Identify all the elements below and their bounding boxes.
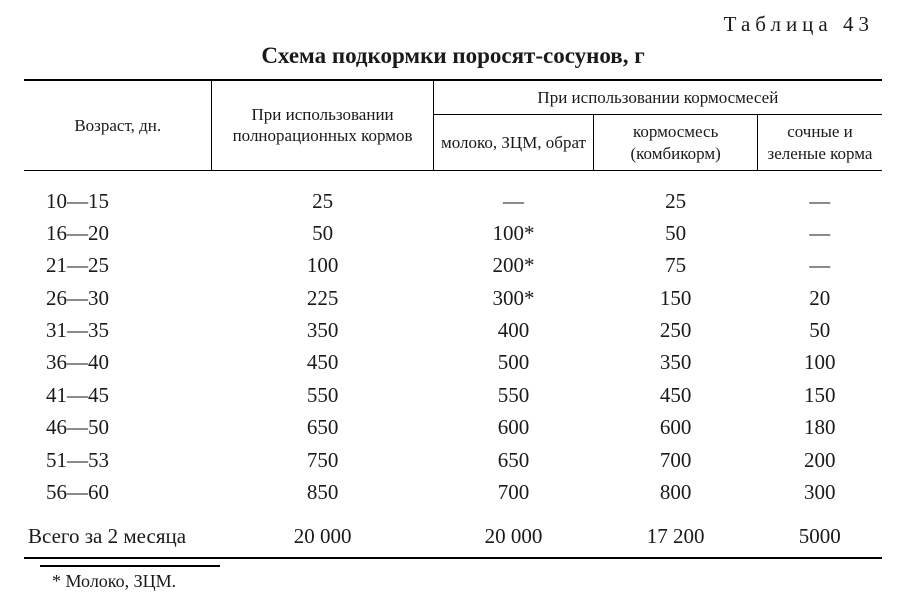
feeding-table: Возраст, дн. При использовании полнораци… (24, 79, 882, 559)
cell-full: 225 (212, 282, 433, 314)
table-row: 10—1525—25— (24, 170, 882, 217)
header-greens: сочные и зеленые корма (758, 115, 883, 171)
table-row: 31—3535040025050 (24, 314, 882, 346)
cell-age: 41—45 (24, 379, 212, 411)
cell-mix: 50 (594, 217, 758, 249)
cell-milk: 500 (433, 346, 594, 378)
cell-green: — (758, 249, 883, 281)
footnote-rule (40, 565, 220, 567)
cell-age: 51—53 (24, 444, 212, 476)
totals-milk: 20 000 (433, 508, 594, 557)
cell-age: 21—25 (24, 249, 212, 281)
cell-mix: 25 (594, 170, 758, 217)
totals-label: Всего за 2 месяца (24, 508, 212, 557)
table-row: 16—2050100*50— (24, 217, 882, 249)
cell-age: 56—60 (24, 476, 212, 508)
header-milk: молоко, ЗЦМ, обрат (433, 115, 594, 171)
totals-full: 20 000 (212, 508, 433, 557)
header-feedmix: кормосмесь (комбикорм) (594, 115, 758, 171)
cell-full: 100 (212, 249, 433, 281)
cell-full: 550 (212, 379, 433, 411)
cell-milk: 700 (433, 476, 594, 508)
cell-full: 25 (212, 170, 433, 217)
cell-full: 850 (212, 476, 433, 508)
cell-milk: 550 (433, 379, 594, 411)
table-row: 26—30225300*15020 (24, 282, 882, 314)
cell-full: 650 (212, 411, 433, 443)
cell-mix: 600 (594, 411, 758, 443)
table-row: 46—50650600600180 (24, 411, 882, 443)
cell-mix: 350 (594, 346, 758, 378)
cell-milk: 400 (433, 314, 594, 346)
table-row: 56—60850700800300 (24, 476, 882, 508)
cell-mix: 75 (594, 249, 758, 281)
table-row: 51—53750650700200 (24, 444, 882, 476)
cell-green: — (758, 217, 883, 249)
cell-full: 750 (212, 444, 433, 476)
cell-mix: 150 (594, 282, 758, 314)
cell-age: 10—15 (24, 170, 212, 217)
table-row: 36—40450500350100 (24, 346, 882, 378)
cell-age: 46—50 (24, 411, 212, 443)
totals-row: Всего за 2 месяца 20 000 20 000 17 200 5… (24, 508, 882, 557)
cell-milk: 300* (433, 282, 594, 314)
cell-milk: 600 (433, 411, 594, 443)
cell-milk: 200* (433, 249, 594, 281)
cell-mix: 250 (594, 314, 758, 346)
cell-green: 50 (758, 314, 883, 346)
cell-age: 26—30 (24, 282, 212, 314)
cell-green: 180 (758, 411, 883, 443)
table-row: 41—45550550450150 (24, 379, 882, 411)
cell-full: 50 (212, 217, 433, 249)
cell-green: 200 (758, 444, 883, 476)
cell-mix: 450 (594, 379, 758, 411)
cell-green: 300 (758, 476, 883, 508)
cell-milk: — (433, 170, 594, 217)
cell-green: 150 (758, 379, 883, 411)
header-age: Возраст, дн. (24, 80, 212, 170)
cell-mix: 800 (594, 476, 758, 508)
table-number: Таблица 43 (24, 12, 882, 37)
header-full-ration: При использовании полнорационных кормов (212, 80, 433, 170)
cell-age: 16—20 (24, 217, 212, 249)
table-caption: Схема подкормки поросят-сосунов, г (24, 43, 882, 69)
cell-full: 450 (212, 346, 433, 378)
cell-age: 36—40 (24, 346, 212, 378)
table-row: 21—25100200*75— (24, 249, 882, 281)
cell-milk: 100* (433, 217, 594, 249)
cell-green: — (758, 170, 883, 217)
totals-mix: 17 200 (594, 508, 758, 557)
cell-mix: 700 (594, 444, 758, 476)
cell-milk: 650 (433, 444, 594, 476)
cell-green: 20 (758, 282, 883, 314)
cell-age: 31—35 (24, 314, 212, 346)
header-mix-spanner: При использовании кормосмесей (433, 80, 882, 115)
totals-green: 5000 (758, 508, 883, 557)
footnote: * Молоко, ЗЦМ. (24, 571, 882, 592)
cell-full: 350 (212, 314, 433, 346)
cell-green: 100 (758, 346, 883, 378)
